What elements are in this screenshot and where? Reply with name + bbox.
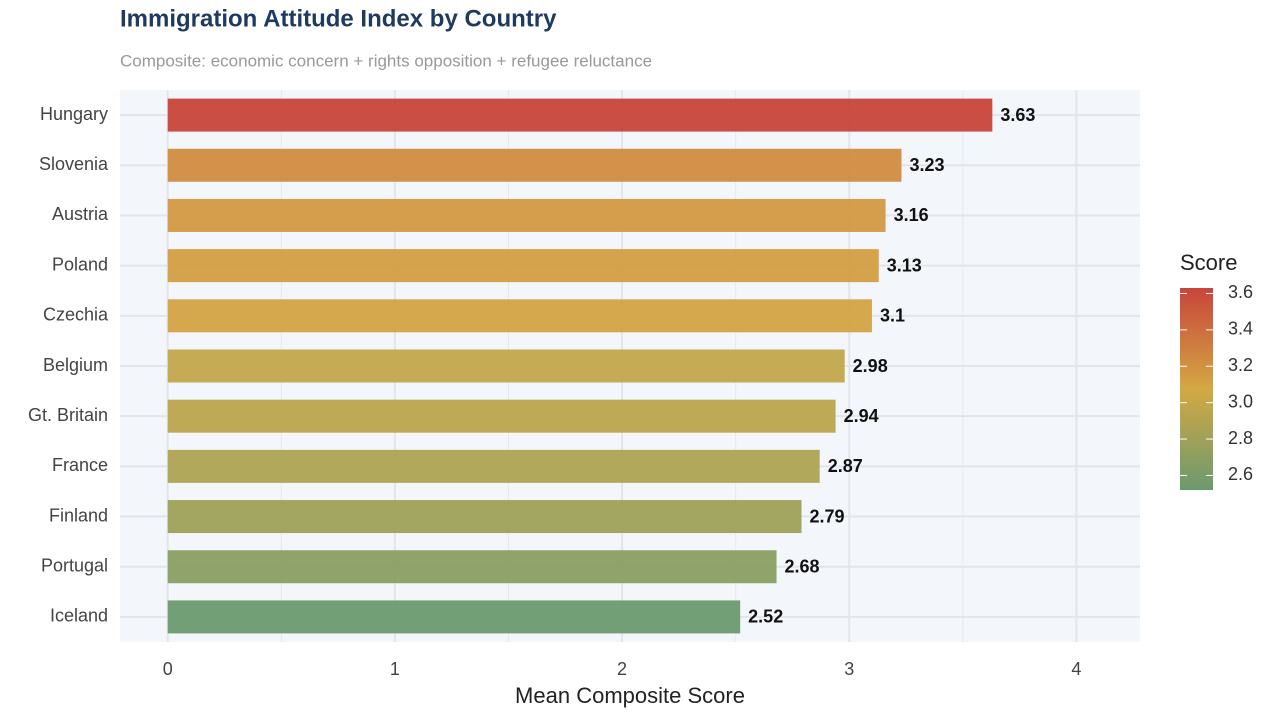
y-tick-label: Finland: [49, 505, 108, 525]
chart-title: Immigration Attitude Index by Country: [120, 5, 557, 32]
y-tick-label: Austria: [52, 204, 109, 224]
value-label: 3.13: [887, 255, 922, 275]
value-label: 2.94: [844, 406, 879, 426]
bar: [167, 600, 741, 634]
value-label: 3.16: [894, 205, 929, 225]
y-tick-label: Portugal: [41, 555, 108, 575]
bar: [167, 349, 845, 383]
y-tick-label: Czechia: [43, 305, 109, 325]
x-tick-label: 1: [390, 659, 400, 679]
bar: [167, 148, 902, 182]
value-label: 2.68: [785, 556, 820, 576]
value-label: 2.79: [810, 506, 845, 526]
x-tick-label: 0: [163, 659, 173, 679]
bar: [167, 399, 836, 433]
y-tick-label: Gt. Britain: [28, 405, 108, 425]
y-tick-label: Iceland: [50, 606, 108, 626]
y-tick-label: Belgium: [43, 355, 108, 375]
bar: [167, 449, 820, 483]
x-tick-label: 2: [617, 659, 627, 679]
x-tick-label: 4: [1071, 659, 1081, 679]
legend-tick-label: 3.6: [1228, 282, 1253, 302]
y-tick-label: Slovenia: [39, 154, 109, 174]
y-tick-label: Hungary: [40, 104, 108, 124]
bar: [167, 249, 879, 283]
chart-subtitle: Composite: economic concern + rights opp…: [120, 51, 652, 70]
value-label: 3.1: [880, 306, 905, 326]
value-label: 2.52: [748, 607, 783, 627]
legend-tick-label: 3.0: [1228, 391, 1253, 411]
bar: [167, 299, 872, 333]
x-tick-label: 3: [844, 659, 854, 679]
y-tick-label: Poland: [52, 254, 108, 274]
legend-tick-label: 2.8: [1228, 428, 1253, 448]
value-label: 3.63: [1000, 105, 1035, 125]
bar: [167, 550, 777, 584]
legend-tick-label: 3.2: [1228, 355, 1253, 375]
legend-title: Score: [1180, 250, 1237, 275]
y-tick-label: France: [52, 455, 108, 475]
x-axis-title: Mean Composite Score: [515, 683, 745, 708]
bar: [167, 500, 802, 534]
value-label: 3.23: [909, 155, 944, 175]
bar: [167, 98, 993, 132]
legend-tick-label: 3.4: [1228, 319, 1253, 339]
value-label: 2.98: [853, 356, 888, 376]
colorbar: [1180, 288, 1213, 490]
bar: [167, 198, 886, 232]
value-label: 2.87: [828, 456, 863, 476]
legend-tick-label: 2.6: [1228, 464, 1253, 484]
